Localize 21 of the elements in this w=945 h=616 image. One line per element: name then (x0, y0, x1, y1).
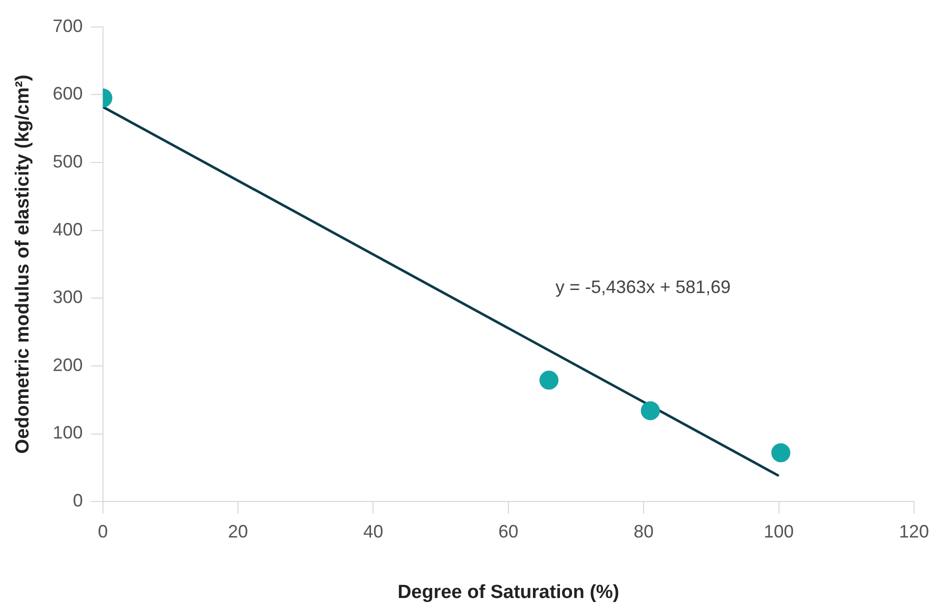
y-tick-label: 700 (52, 16, 83, 36)
x-tick-label: 40 (363, 521, 384, 542)
x-tick-label: 100 (764, 521, 794, 542)
annotation: y = -5,4363x + 581,69 (555, 276, 731, 297)
x-tick-label: 20 (228, 521, 248, 542)
y-tick-label: 100 (52, 422, 83, 443)
point (539, 370, 558, 390)
x-tick-label: 80 (634, 521, 654, 542)
x-axis-title: Degree of Saturation (%) (398, 582, 620, 603)
y-tick-label: 600 (52, 84, 83, 104)
y-axis-title: Oedometric modulus of elasticity (kg/cm²) (12, 74, 34, 454)
x-tick-label: 120 (898, 521, 930, 542)
y-tick-label: 500 (52, 151, 83, 172)
x-tick-label: 60 (498, 521, 518, 542)
y-tick-label: 300 (52, 287, 83, 308)
y-tick-label: 400 (52, 219, 83, 240)
y-tick-label: 200 (52, 354, 83, 375)
point (771, 443, 790, 462)
y-tick-label: 0 (72, 490, 83, 511)
x-tick-label: 0 (98, 521, 108, 542)
point (640, 401, 660, 420)
